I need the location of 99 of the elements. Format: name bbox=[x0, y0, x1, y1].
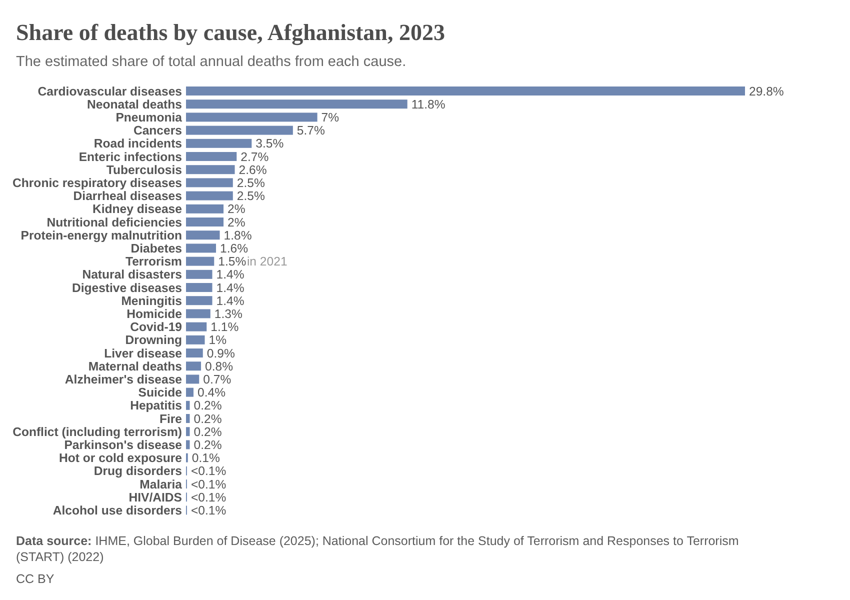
y-tick-label: Alzheimer's disease bbox=[64, 372, 182, 387]
bar bbox=[186, 362, 202, 371]
bar bbox=[186, 165, 235, 174]
bar bbox=[186, 283, 212, 292]
bar bbox=[186, 388, 194, 397]
y-tick-label: Meningitis bbox=[121, 294, 182, 308]
data-label: 0.2% bbox=[194, 424, 222, 439]
bar bbox=[186, 296, 212, 306]
bar bbox=[186, 270, 212, 279]
data-label: 2.7% bbox=[240, 150, 269, 164]
bar bbox=[186, 414, 190, 423]
data-label: 1.4% bbox=[216, 268, 244, 282]
bar bbox=[186, 427, 190, 436]
y-tick-label: Hot or cold exposure bbox=[59, 451, 182, 466]
chart-title: Share of deaths by cause, Afghanistan, 2023 bbox=[16, 20, 445, 46]
bar bbox=[186, 256, 214, 266]
data-label: 7% bbox=[321, 110, 340, 125]
data-label: 0.4% bbox=[198, 386, 226, 400]
y-tick-label: Homicide bbox=[126, 307, 182, 322]
bar bbox=[186, 374, 200, 384]
data-label: 2% bbox=[228, 215, 246, 230]
y-tick-label: Protein-energy malnutrition bbox=[20, 228, 182, 242]
y-tick-label: Kidney disease bbox=[92, 202, 182, 216]
data-label: 0.2% bbox=[194, 398, 222, 413]
bar bbox=[186, 112, 318, 122]
bar bbox=[186, 126, 293, 135]
bar bbox=[186, 440, 190, 450]
data-label: 1.5% bbox=[218, 254, 246, 269]
data-label: <0.1% bbox=[190, 477, 226, 492]
y-tick-label: Road incidents bbox=[94, 136, 182, 151]
y-tick-label: Drug disorders bbox=[94, 464, 182, 478]
data-label: 0.9% bbox=[206, 346, 235, 360]
data-label: 29.8% bbox=[749, 84, 784, 98]
source-note: Data source: IHME, Global Burden of Disease (2025); National Consortium for the Study of Terrorism and Responses to Terrorism (START) (2022) bbox=[16, 534, 739, 564]
bar bbox=[186, 86, 745, 96]
data-label: 1.8% bbox=[224, 228, 252, 242]
y-tick-label: Fire bbox=[159, 412, 182, 426]
bar bbox=[186, 244, 216, 253]
y-tick-label: Nutritional deficiencies bbox=[46, 215, 182, 230]
bar bbox=[186, 152, 237, 161]
chart-subtitle: The estimated share of total annual deaths from each cause. bbox=[16, 54, 406, 70]
y-tick-label: Neonatal deaths bbox=[87, 97, 182, 112]
data-label: 5.7% bbox=[296, 124, 326, 138]
y-tick-label: Suicide bbox=[138, 386, 182, 400]
bar bbox=[186, 178, 233, 188]
data-label: 2.6% bbox=[238, 162, 267, 177]
y-tick-label: Natural disasters bbox=[82, 268, 182, 282]
data-label: 1.3% bbox=[214, 307, 242, 322]
data-label: <0.1% bbox=[190, 490, 226, 504]
data-label: 3.5% bbox=[256, 136, 284, 151]
bar bbox=[186, 309, 210, 318]
data-label: 0.2% bbox=[194, 412, 222, 426]
data-label: 2.5% bbox=[236, 176, 265, 190]
y-tick-label: Malaria bbox=[140, 477, 182, 492]
bar bbox=[186, 335, 205, 344]
y-tick-label: Alcohol use disorders bbox=[52, 504, 182, 518]
y-tick-label: Parkinson's disease bbox=[64, 438, 182, 452]
y-tick-label: Pneumonia bbox=[116, 110, 182, 125]
data-label: <0.1% bbox=[190, 504, 226, 518]
bar bbox=[186, 191, 233, 200]
y-tick-label: Cancers bbox=[133, 124, 182, 138]
data-label: 1.1% bbox=[210, 320, 239, 334]
y-tick-label: HIV/AIDS bbox=[128, 490, 182, 504]
y-tick-label: Diarrheal diseases bbox=[73, 189, 182, 204]
y-tick-label: Drowning bbox=[125, 333, 182, 348]
data-label: 2.5% bbox=[236, 189, 265, 204]
y-tick-label: Digestive diseases bbox=[72, 280, 182, 295]
data-label: 0.1% bbox=[192, 451, 220, 466]
bar bbox=[186, 400, 190, 410]
y-tick-label: Maternal deaths bbox=[88, 359, 182, 374]
bar bbox=[186, 348, 203, 358]
data-label: 1.6% bbox=[220, 242, 248, 256]
bar bbox=[186, 322, 207, 332]
bar bbox=[186, 230, 220, 240]
bar bbox=[186, 204, 224, 214]
bar bbox=[186, 138, 252, 148]
data-label: 11.8% bbox=[411, 97, 446, 112]
y-tick-label: Tuberculosis bbox=[106, 162, 182, 177]
data-label: 0.2% bbox=[194, 438, 222, 452]
data-label: 1% bbox=[208, 333, 227, 348]
bar bbox=[186, 100, 408, 109]
data-label: 1.4% bbox=[216, 280, 244, 295]
y-tick-label: Hepatitis bbox=[130, 398, 182, 413]
y-tick-label: Enteric infections bbox=[78, 150, 182, 164]
data-label: 0.7% bbox=[203, 372, 232, 387]
text: CC BY bbox=[16, 572, 55, 586]
data-label: 2% bbox=[228, 202, 246, 216]
annotation: in 2021 bbox=[246, 254, 288, 269]
y-tick-label: Terrorism bbox=[126, 254, 182, 269]
y-tick-label: Chronic respiratory diseases bbox=[12, 176, 182, 190]
data-label: <0.1% bbox=[190, 464, 226, 478]
y-tick-label: Covid-19 bbox=[130, 320, 182, 334]
y-tick-label: Diabetes bbox=[130, 242, 182, 256]
y-tick-label: Conflict (including terrorism) bbox=[12, 424, 182, 439]
data-label: 1.4% bbox=[216, 294, 244, 308]
bar bbox=[186, 218, 224, 226]
y-tick-label: Liver disease bbox=[104, 346, 182, 360]
y-tick-label: Cardiovascular diseases bbox=[38, 84, 182, 98]
data-label: 0.8% bbox=[205, 359, 234, 374]
